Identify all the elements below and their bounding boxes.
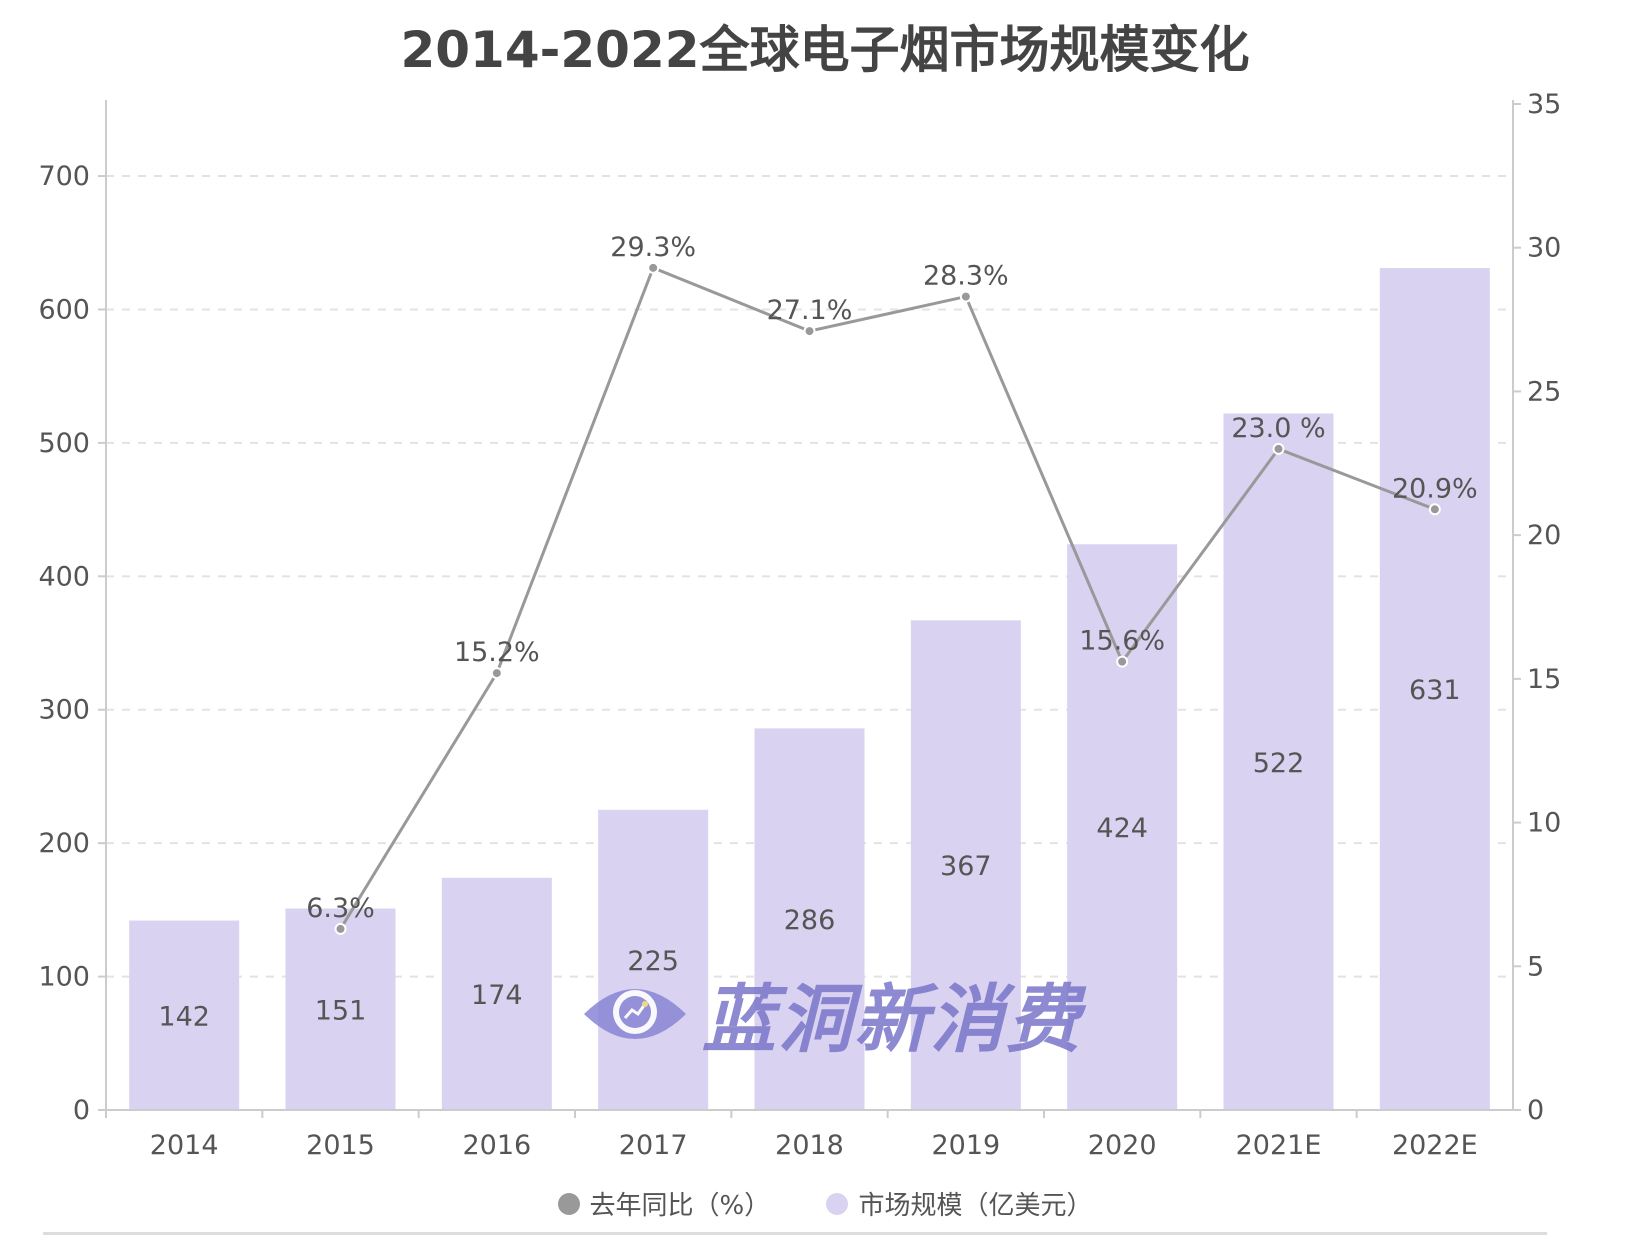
legend-item-market-size[interactable]: 市场规模（亿美元）	[826, 1185, 1093, 1222]
yoy-label: 28.3%	[923, 261, 1009, 292]
bar-2020	[1067, 544, 1178, 1110]
left-tick-label: 700	[38, 161, 90, 192]
legend-item-yoy[interactable]: 去年同比（%）	[557, 1185, 771, 1222]
right-tick-label: 10	[1527, 808, 1561, 839]
x-tick-label: 2020	[1088, 1130, 1157, 1161]
legend-label: 去年同比（%）	[589, 1191, 771, 1221]
right-tick-label: 30	[1527, 233, 1561, 264]
left-tick-label: 0	[73, 1095, 90, 1126]
watermark: 蓝洞新消费	[580, 960, 1082, 1067]
bar-label: 424	[1096, 813, 1148, 844]
yoy-label: 29.3%	[610, 232, 696, 263]
yoy-label: 20.9%	[1392, 473, 1478, 504]
bar-2021E	[1223, 413, 1334, 1110]
right-tick-label: 35	[1527, 89, 1561, 120]
right-tick-label: 5	[1527, 951, 1544, 982]
x-tick-label: 2019	[931, 1130, 1000, 1161]
bar-label: 286	[784, 905, 836, 936]
legend-dot-icon	[826, 1192, 849, 1215]
legend: 去年同比（%） 市场规模（亿美元）	[0, 1185, 1650, 1222]
watermark-text: 蓝洞新消费	[702, 977, 1082, 1063]
x-tick-label: 2022E	[1392, 1130, 1478, 1161]
yoy-point-2019	[959, 290, 972, 303]
bar-2016	[441, 877, 552, 1110]
yoy-label: 23.0 %	[1231, 413, 1325, 444]
bar-label: 631	[1409, 675, 1461, 706]
x-tick-label: 2014	[150, 1130, 219, 1161]
yoy-point-2016	[490, 667, 503, 680]
yoy-point-2021E	[1272, 442, 1285, 455]
bar-2017	[598, 809, 709, 1110]
legend-label: 市场规模（亿美元）	[858, 1191, 1093, 1221]
yoy-label: 15.2%	[454, 637, 540, 668]
yoy-point-2020	[1116, 655, 1129, 668]
right-tick-label: 15	[1527, 664, 1561, 695]
legend-dot-icon	[557, 1192, 580, 1215]
bar-label: 367	[940, 851, 992, 882]
left-tick-label: 400	[38, 561, 90, 592]
yoy-line	[339, 265, 1436, 930]
x-tick-label: 2017	[619, 1130, 688, 1161]
bar-label: 225	[627, 946, 679, 977]
x-tick-label: 2021E	[1236, 1130, 1322, 1161]
yoy-label: 15.6%	[1079, 626, 1165, 657]
bar-2018	[754, 728, 865, 1110]
left-tick-label: 200	[38, 828, 90, 859]
left-tick-label: 300	[38, 695, 90, 726]
x-tick-label: 2018	[775, 1130, 844, 1161]
divider	[43, 1232, 1547, 1235]
yoy-point-2015	[334, 922, 347, 935]
right-tick-label: 25	[1527, 376, 1561, 407]
yoy-label: 6.3%	[306, 893, 375, 924]
yoy-point-2017	[647, 261, 660, 274]
left-tick-label: 600	[38, 294, 90, 325]
left-tick-label: 500	[38, 428, 90, 459]
bar-label: 522	[1253, 748, 1305, 779]
yoy-point-2018	[803, 325, 816, 338]
bar-2022E	[1379, 268, 1490, 1110]
bar-label: 151	[315, 995, 367, 1026]
bar-2019	[910, 620, 1021, 1110]
yoy-point-2022E	[1428, 503, 1441, 516]
chart-title: 2014-2022全球电子烟市场规模变化	[400, 21, 1250, 79]
x-tick-label: 2015	[306, 1130, 375, 1161]
right-tick-label: 20	[1527, 520, 1561, 551]
bar-label: 142	[158, 1001, 210, 1032]
bar-2014	[129, 920, 240, 1110]
bar-label: 174	[471, 980, 523, 1011]
right-tick-label: 0	[1527, 1095, 1544, 1126]
eye-logo-icon	[584, 988, 686, 1039]
bar-2015	[285, 908, 396, 1110]
left-tick-label: 100	[38, 962, 90, 993]
x-tick-label: 2016	[462, 1130, 531, 1161]
yoy-label: 27.1%	[767, 295, 853, 326]
